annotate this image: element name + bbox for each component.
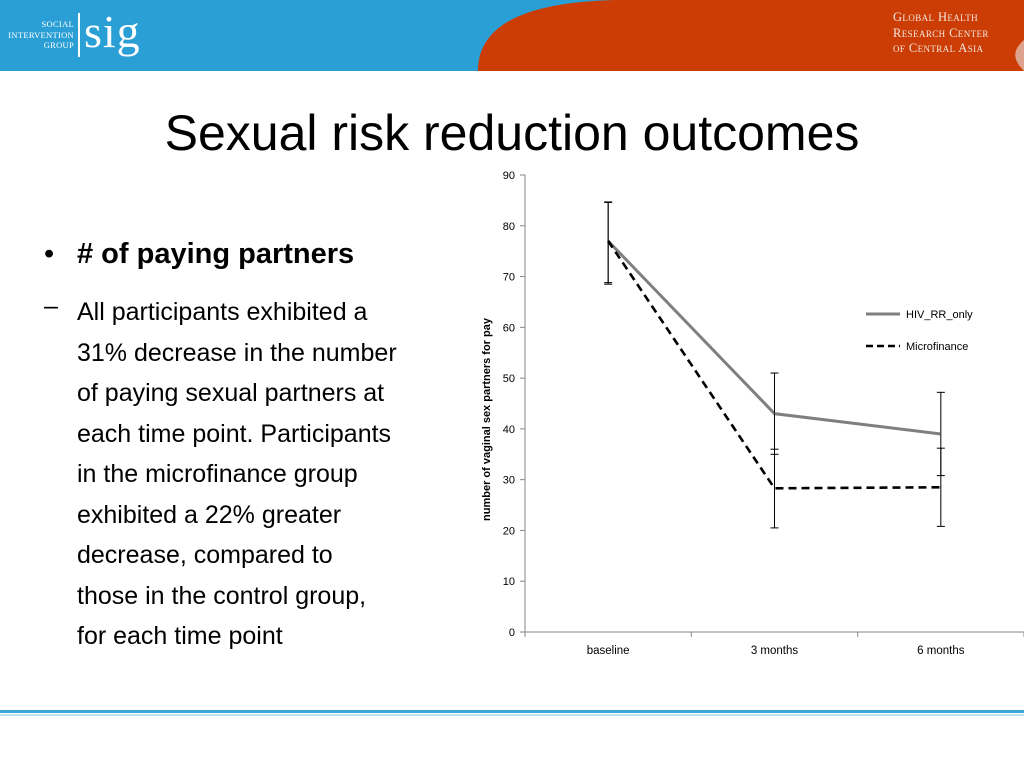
footer-rule	[0, 710, 1024, 713]
ghrc-line: of Central Asia	[893, 41, 984, 55]
legend-label: HIV_RR_only	[906, 309, 973, 321]
data-point	[774, 487, 775, 489]
x-tick-label: 6 months	[917, 645, 965, 657]
y-tick-label: 60	[503, 322, 515, 334]
header-banner: SOCIAL INTERVENTION GROUP sig Global Hea…	[0, 0, 1024, 71]
bullet-dot: •	[44, 238, 55, 270]
data-point	[940, 433, 942, 435]
y-tick-label: 90	[503, 170, 515, 182]
sub-line: those in the control group,	[77, 581, 367, 610]
sub-line: of paying sexual partners at	[77, 379, 385, 407]
legend-label: Microfinance	[906, 341, 968, 353]
footer-rule-light	[0, 714, 1024, 716]
banner-orange	[478, 0, 1024, 71]
y-tick-label: 40	[503, 424, 515, 436]
ghrc-logo-text: Global Health Research Center of Central…	[893, 10, 989, 57]
sub-line: in the microfinance group	[77, 460, 358, 488]
y-tick-label: 30	[503, 475, 515, 487]
data-point	[607, 240, 609, 242]
sig-logo: sig	[84, 6, 141, 57]
data-point	[774, 413, 775, 415]
line-chart: 0 10 20 30 40 50 60 70 80 90 baseline 3 months 6 mon…	[470, 160, 1024, 675]
data-point	[940, 486, 942, 488]
ghrc-line: Research Center	[893, 25, 989, 40]
sig-divider	[78, 13, 80, 57]
sub-line: each time point. Participants	[77, 419, 392, 448]
series-line-1	[607, 240, 941, 490]
sub-line: exhibited a 22% greater	[77, 500, 342, 529]
bullet-text: # of paying partners	[77, 238, 355, 270]
sub-bullet-text: All participants exhibited a 31% decreas…	[77, 292, 477, 657]
slide-title: Sexual risk reduction outcomes	[164, 105, 860, 161]
y-tick-label: 70	[503, 272, 515, 284]
y-tick-label: 80	[503, 221, 515, 233]
ghrc-line: Global Health	[893, 10, 979, 24]
sub-line: for each time point	[77, 622, 283, 650]
x-tick-label: 3 months	[751, 645, 799, 657]
y-tick-label: 0	[509, 627, 515, 639]
y-tick-label: 20	[503, 525, 515, 537]
header-background	[0, 0, 1024, 71]
x-tick-label: baseline	[587, 645, 630, 657]
sig-small-line: GROUP	[43, 40, 74, 50]
y-tick-label: 10	[503, 576, 515, 588]
sub-line: decrease, compared to	[77, 541, 333, 569]
banner-corner	[1015, 40, 1024, 71]
sig-small-line: SOCIAL	[41, 19, 74, 29]
chart-svg: 0 10 20 30 40 50 60 70 80 90 baseline 3 months 6 mon…	[481, 170, 1024, 657]
y-axis-label: number of vaginal sex partners for pay	[481, 317, 493, 521]
sig-small-text: SOCIAL INTERVENTION GROUP	[0, 19, 74, 51]
y-tick-label: 50	[503, 373, 515, 385]
sub-line: 31% decrease in the number	[77, 338, 397, 367]
sub-bullet-dash: –	[44, 292, 58, 320]
sig-small-line: INTERVENTION	[8, 29, 74, 40]
sub-line: All participants exhibited a	[77, 298, 368, 326]
